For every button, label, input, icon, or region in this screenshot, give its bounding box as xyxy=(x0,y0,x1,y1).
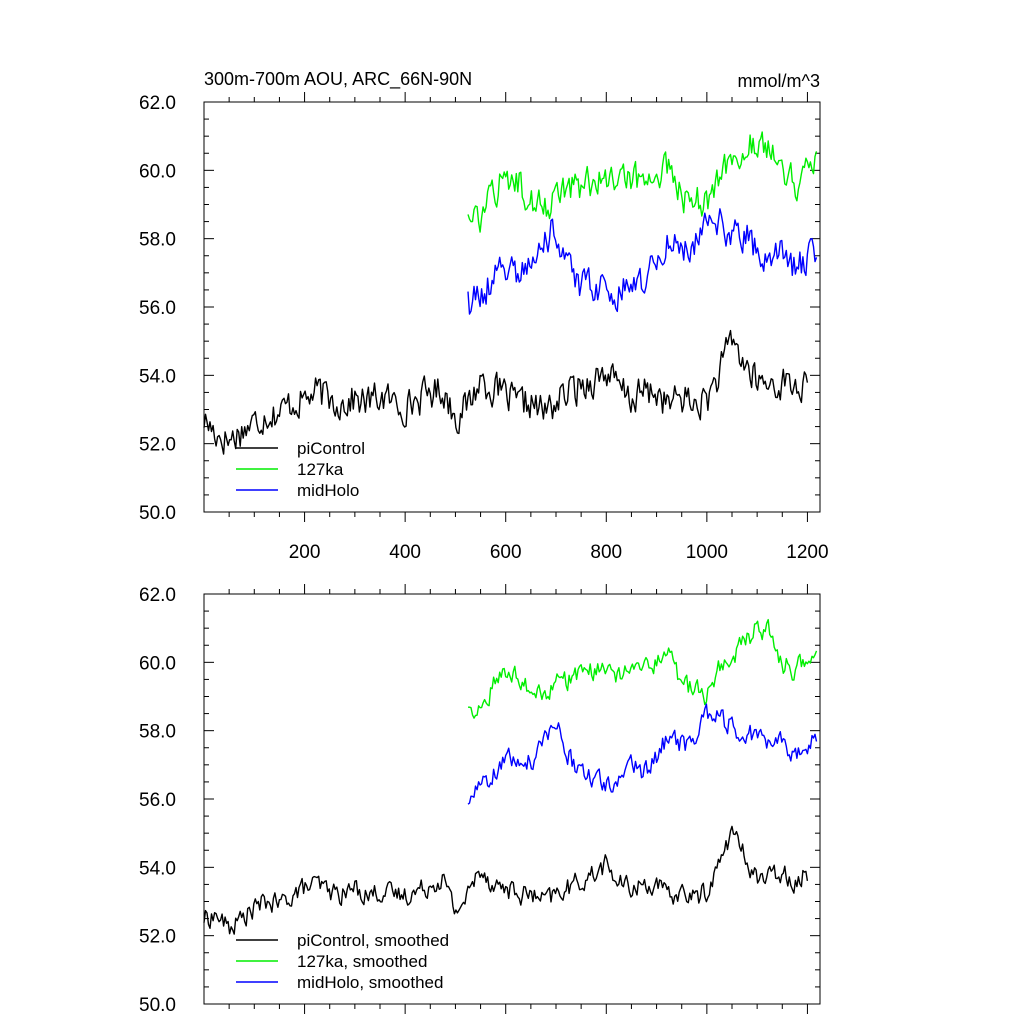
y-tick-label: 56.0 xyxy=(139,298,176,319)
x-tick-label: 800 xyxy=(590,542,622,563)
legend-label: midHolo xyxy=(297,481,359,500)
legend-label: midHolo, smoothed xyxy=(297,973,443,992)
x-tick-label: 600 xyxy=(490,542,522,563)
x-tick-label: 200 xyxy=(289,542,321,563)
series-line-1 xyxy=(468,618,818,719)
y-tick-label: 60.0 xyxy=(139,653,176,674)
y-tick-label: 50.0 xyxy=(139,995,176,1016)
bottom-panel: 50.0 52.0 54.0 56.0 58.0 60.0 62.0 piControl, s… xyxy=(139,584,821,1016)
legend-label: piControl xyxy=(297,439,365,458)
y-tick-label: 52.0 xyxy=(139,435,176,456)
series-line-1 xyxy=(467,131,818,233)
series-line-0 xyxy=(203,825,809,935)
legend-label: 127ka xyxy=(297,460,344,479)
y-tick-label: 52.0 xyxy=(139,927,176,948)
y-tick-label: 50.0 xyxy=(139,503,176,524)
y-tick-label: 54.0 xyxy=(139,858,176,879)
x-tick-label: 1000 xyxy=(686,542,728,563)
figure-title: 300m-700m AOU, ARC_66N-90N xyxy=(204,69,472,90)
y-tick-label: 56.0 xyxy=(139,790,176,811)
top-panel: 50.0 52.0 54.0 56.0 58.0 60.0 62.0 200 400 600 800… xyxy=(139,92,829,563)
series-line-2 xyxy=(467,208,818,315)
legend-label: piControl, smoothed xyxy=(297,931,449,950)
y-tick-label: 58.0 xyxy=(139,722,176,743)
x-tick-label: 400 xyxy=(389,542,421,563)
y-tick-label: 60.0 xyxy=(139,161,176,182)
legend-label: 127ka, smoothed xyxy=(297,952,427,971)
series-line-2 xyxy=(467,703,818,805)
y-tick-label: 58.0 xyxy=(139,230,176,251)
x-tick-label: 1200 xyxy=(786,542,828,563)
y-tick-label: 62.0 xyxy=(139,585,176,606)
units-label: mmol/m^3 xyxy=(738,71,820,91)
series-line-0 xyxy=(203,329,809,455)
y-tick-label: 62.0 xyxy=(139,93,176,114)
y-tick-label: 54.0 xyxy=(139,366,176,387)
